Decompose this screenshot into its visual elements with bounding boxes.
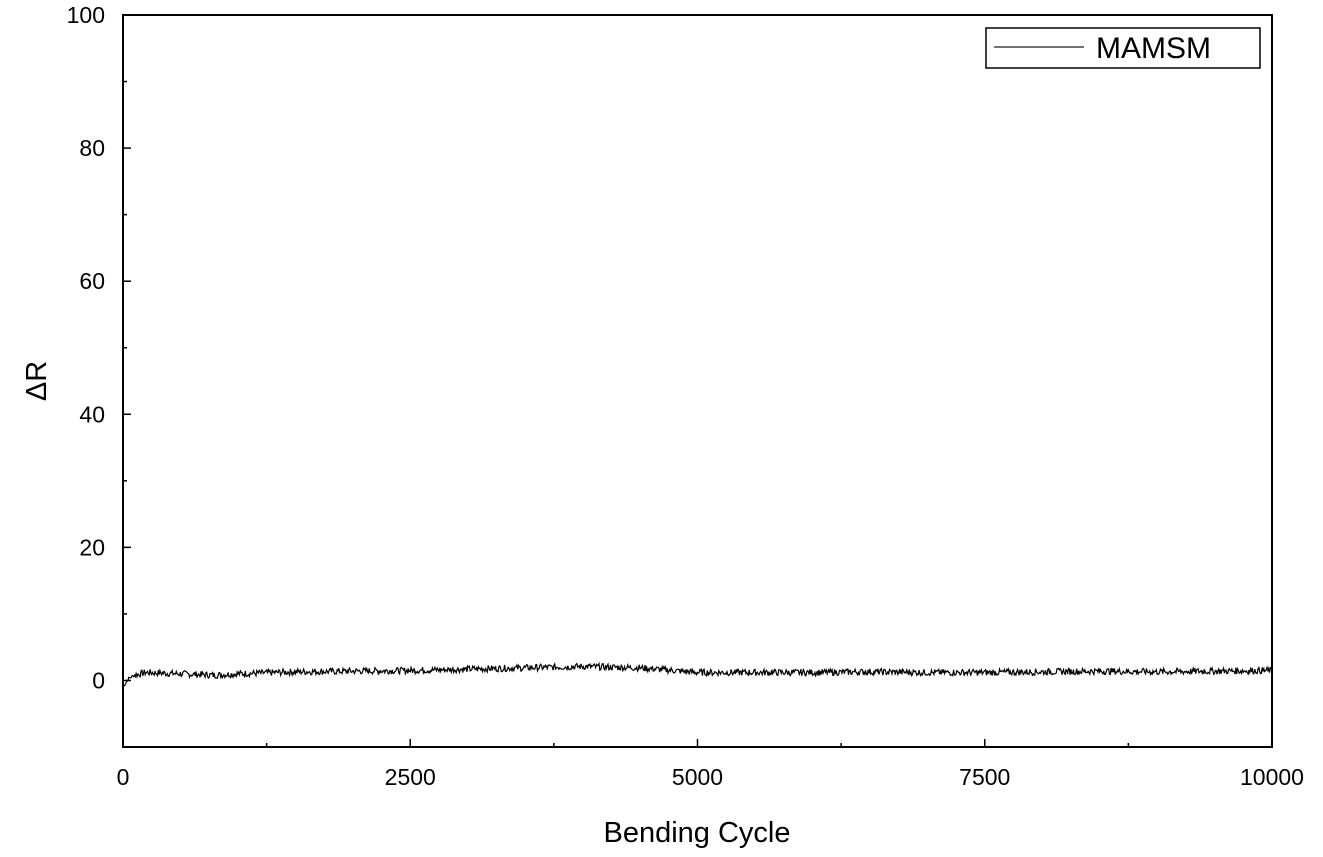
series-line-mamsm [122, 661, 1273, 688]
x-tick-label: 2500 [385, 764, 436, 790]
y-tick-label: 0 [92, 667, 105, 693]
axis-ticks [122, 14, 1273, 747]
x-tick-label: 7500 [959, 764, 1010, 790]
y-tick-label: 80 [79, 135, 105, 161]
y-tick-label: 20 [79, 534, 105, 560]
x-tick-label: 10000 [1240, 764, 1304, 790]
legend: MAMSM [985, 27, 1261, 69]
axis-tick-labels: 0 2500 5000 7500 10000 0 20 40 60 80 100 [67, 2, 1304, 790]
y-tick-label: 60 [79, 268, 105, 294]
legend-box [985, 27, 1261, 69]
y-axis-title: ΔR [21, 361, 53, 401]
x-tick-label: 0 [117, 764, 130, 790]
x-tick-label: 5000 [672, 764, 723, 790]
legend-label-mamsm: MAMSM [1096, 32, 1211, 65]
y-tick-label: 100 [67, 2, 105, 28]
plot-frame [122, 14, 1273, 748]
x-axis-title: Bending Cycle [604, 817, 791, 849]
y-tick-label: 40 [79, 401, 105, 427]
